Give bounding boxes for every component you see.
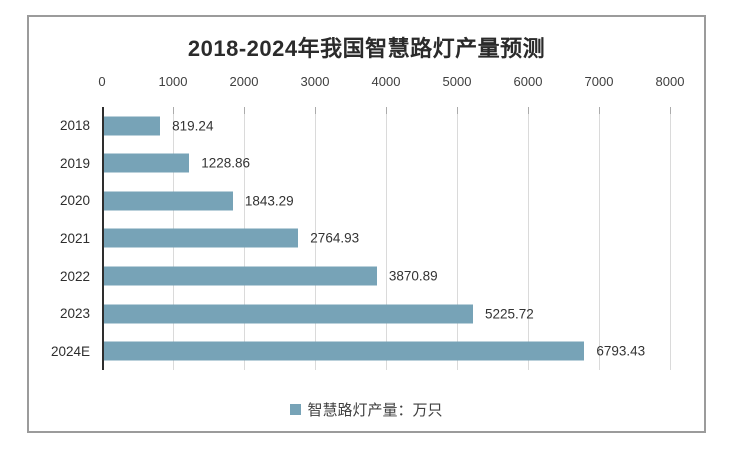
x-tick-label: 5000	[442, 74, 472, 89]
y-tick-label: 2020	[59, 193, 90, 209]
x-tick-mark	[457, 107, 458, 114]
x-tick-label: 2000	[229, 74, 259, 89]
y-tick-label: 2021	[59, 230, 90, 246]
bar-row: 1228.86	[102, 145, 670, 183]
chart-frame: 2018-2024年我国智慧路灯产量预测 0 1000 2000 3000 4000 50…	[27, 15, 706, 433]
gridline	[457, 107, 458, 370]
bar-value-label: 1228.86	[201, 155, 251, 171]
bar-row: 6793.43	[102, 332, 670, 370]
bar	[102, 116, 161, 136]
x-tick-label: 4000	[371, 74, 401, 89]
gridline	[528, 107, 529, 370]
gridline	[599, 107, 600, 370]
bar	[102, 153, 190, 173]
x-tick-mark	[670, 107, 671, 114]
gridline	[315, 107, 316, 370]
bar-value-label: 6793.43	[596, 343, 646, 359]
legend-swatch-icon	[290, 404, 302, 415]
x-axis: 0 1000 2000 3000 4000 5000 6000 7000 8000	[98, 74, 684, 92]
bar	[102, 341, 585, 361]
bar-value-label: 5225.72	[485, 306, 534, 322]
x-tick-mark	[386, 107, 387, 114]
x-tick-label: 3000	[300, 74, 330, 89]
x-tick-mark	[315, 107, 316, 114]
bar-value-label: 819.24	[172, 118, 214, 134]
bar-row: 5225.72	[102, 295, 670, 333]
x-tick-mark	[173, 107, 174, 114]
bar-row: 819.24	[102, 107, 670, 145]
x-tick-label: 7000	[584, 74, 614, 89]
plot-area: 819.24 1228.86 1843.29 2764.93 3870.89 5225.7…	[102, 107, 671, 370]
legend: 智慧路灯产量：万只	[29, 399, 704, 420]
x-tick-mark	[599, 107, 600, 114]
x-tick-label: 0	[98, 74, 106, 89]
x-tick-label: 6000	[513, 74, 543, 89]
x-tick-label: 8000	[655, 74, 685, 89]
bar-row: 2764.93	[102, 220, 670, 258]
bar	[102, 266, 377, 286]
gridline	[670, 107, 671, 370]
y-tick-label: 2022	[59, 268, 90, 284]
x-tick-mark	[244, 107, 245, 114]
y-axis: 2018 2019 2020 2021 2022 2023 2024E	[29, 107, 90, 370]
bar	[102, 228, 299, 248]
bar	[102, 304, 474, 324]
x-tick-label: 1000	[158, 74, 188, 89]
y-tick-label: 2019	[59, 155, 90, 171]
legend-label: 智慧路灯产量：万只	[307, 402, 443, 419]
chart-title: 2018-2024年我国智慧路灯产量预测	[187, 36, 546, 61]
x-tick-mark	[528, 107, 529, 114]
bar-row: 3870.89	[102, 257, 670, 295]
y-tick-label: 2018	[59, 118, 90, 134]
bar-value-label: 1843.29	[244, 193, 294, 209]
bar	[102, 191, 233, 211]
y-tick-label: 2023	[59, 306, 90, 322]
gridline	[386, 107, 387, 370]
bar-value-label: 3870.89	[388, 268, 438, 284]
y-tick-label: 2024E	[50, 343, 90, 359]
y-axis-line	[102, 107, 104, 370]
bar-row: 1843.29	[102, 182, 670, 220]
bar-value-label: 2764.93	[310, 230, 360, 246]
